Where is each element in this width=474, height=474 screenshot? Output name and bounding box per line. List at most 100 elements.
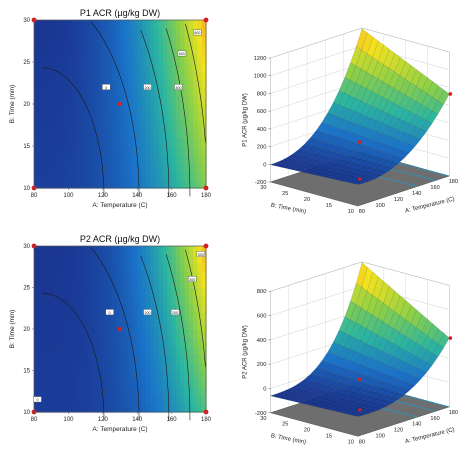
heatmap-cell — [141, 78, 147, 88]
heatmap-cell — [59, 345, 65, 355]
heatmap-cell — [94, 120, 100, 130]
heatmap-cell — [85, 171, 91, 181]
heatmap-cell — [72, 262, 78, 272]
heatmap-cell — [72, 370, 78, 380]
y-tick-label: 30 — [260, 416, 266, 422]
heatmap-cell — [64, 395, 69, 405]
heatmap-cell — [150, 353, 155, 363]
y-tick-label: 25 — [23, 60, 30, 66]
heatmap-cell — [68, 53, 74, 63]
heatmap-cell — [107, 345, 112, 355]
heatmap-cell — [137, 345, 143, 355]
heatmap-cell — [46, 53, 52, 63]
heatmap-cell — [188, 87, 194, 97]
heatmap-cell — [120, 320, 125, 330]
surface-facet — [372, 276, 384, 300]
heatmap-cell — [193, 171, 198, 181]
heatmap-cell — [163, 287, 168, 297]
heatmap-cell — [55, 246, 61, 255]
heatmap-cell — [98, 312, 104, 322]
heatmap-cell — [163, 104, 168, 113]
heatmap-cell — [59, 20, 65, 29]
heatmap-cell — [167, 28, 173, 38]
heatmap-cell — [51, 362, 57, 372]
heatmap-cell — [158, 246, 164, 255]
heatmap-cell — [171, 137, 177, 147]
heatmap-cell — [150, 320, 155, 330]
surface-design-point — [448, 336, 453, 340]
heatmap-cell — [171, 254, 177, 264]
heatmap-cell — [72, 246, 78, 255]
heatmap-cell — [34, 254, 39, 264]
heatmap-cell — [188, 171, 194, 181]
heatmap-cell — [81, 162, 87, 172]
y-tick-label: 30 — [23, 244, 30, 250]
heatmap-cell — [167, 312, 173, 322]
heatmap-cell — [175, 312, 181, 322]
heatmap-cell — [158, 62, 164, 71]
heatmap-cell — [94, 137, 100, 147]
heatmap-cell — [89, 179, 95, 189]
heatmap-cell — [89, 254, 95, 264]
heatmap-cell — [72, 154, 78, 164]
heatmap-cell — [180, 270, 186, 280]
heatmap-cell — [137, 262, 143, 272]
heatmap-cell — [180, 87, 186, 97]
heatmap-cell — [89, 262, 95, 272]
heatmap-cell — [132, 295, 138, 305]
heatmap-cell — [34, 171, 39, 181]
heatmap-cell — [51, 254, 57, 264]
heatmap-cell — [184, 387, 190, 396]
heatmap-cell — [201, 70, 207, 80]
heatmap-cell — [180, 353, 186, 363]
heatmap-cell — [51, 36, 57, 46]
heatmap-cell — [38, 270, 44, 280]
heatmap-cell — [89, 378, 95, 388]
heatmap-cell — [72, 362, 78, 372]
heatmap-cell — [42, 129, 48, 139]
heatmap-cell — [124, 146, 130, 155]
heatmap-cell — [68, 95, 74, 105]
heatmap-cell — [132, 70, 138, 80]
heatmap-cell — [163, 53, 168, 63]
heatmap-cell — [180, 395, 186, 405]
heatmap-cell — [55, 154, 61, 164]
heatmap-cell — [141, 104, 147, 113]
heatmap-cell — [46, 345, 52, 355]
heatmap-cell — [120, 146, 125, 155]
heatmap-cell — [51, 28, 57, 38]
heatmap-cell — [154, 53, 160, 63]
heatmap-cell — [132, 270, 138, 280]
heatmap-cell — [102, 28, 108, 38]
heatmap-cell — [68, 179, 74, 189]
heatmap-cell — [115, 120, 121, 130]
heatmap-cell — [175, 45, 181, 55]
heatmap-cell — [98, 387, 104, 396]
heatmap-cell — [193, 362, 198, 372]
heatmap-cell — [201, 154, 207, 164]
heatmap-cell — [120, 70, 125, 80]
heatmap-cell — [175, 78, 181, 88]
heatmap-cell — [163, 36, 168, 46]
heatmap-cell — [124, 179, 130, 189]
heatmap-cell — [68, 378, 74, 388]
heatmap-cell — [154, 87, 160, 97]
heatmap-cell — [55, 312, 61, 322]
heatmap-cell — [124, 320, 130, 330]
heatmap-cell — [171, 28, 177, 38]
heatmap-cell — [163, 387, 168, 396]
heatmap-cell — [137, 320, 143, 330]
heatmap-cell — [188, 262, 194, 272]
heatmap-cell — [188, 53, 194, 63]
heatmap-cell — [85, 362, 91, 372]
heatmap-cell — [81, 329, 87, 338]
heatmap-cell — [81, 279, 87, 289]
heatmap-cell — [81, 20, 87, 29]
heatmap-cell — [197, 78, 203, 88]
heatmap-cell — [94, 370, 100, 380]
heatmap-cell — [115, 304, 121, 313]
heatmap-cell — [115, 370, 121, 380]
surface-facet — [356, 262, 368, 288]
heatmap-cell — [128, 179, 134, 189]
heatmap-cell — [141, 129, 147, 139]
